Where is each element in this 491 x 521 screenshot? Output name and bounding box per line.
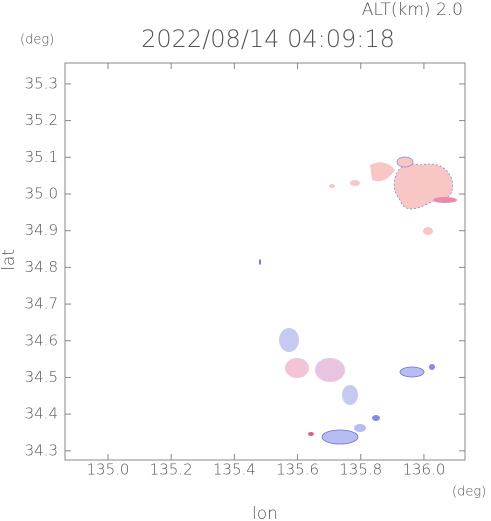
echo-region: [372, 415, 380, 421]
echo-region: [370, 162, 395, 182]
y-tick-label: 34.6: [25, 331, 58, 349]
echo-region: [396, 156, 414, 168]
x-axis-label: lon: [252, 504, 278, 521]
y-unit: (deg): [20, 33, 54, 48]
y-tick-label: 34.5: [25, 368, 58, 386]
altitude-annotation: ALT(km) 2.0: [362, 0, 463, 20]
y-tick-label: 35.1: [25, 148, 58, 166]
plot-frame: [64, 62, 466, 461]
y-tick-label: 34.3: [25, 441, 58, 459]
y-tick-label: 34.4: [25, 405, 58, 423]
x-tick-label: 135.8: [339, 461, 382, 479]
x-tick-label: 135.4: [213, 461, 256, 479]
chart-title: 2022/08/14 04:09:18: [141, 25, 395, 53]
echo-region: [429, 364, 435, 370]
echo-region: [315, 358, 345, 382]
y-tick-label: 34.8: [25, 258, 58, 276]
echo-region: [329, 184, 335, 188]
echo-region: [285, 358, 309, 378]
echo-region: [279, 328, 299, 352]
y-tick-label: 35.2: [25, 111, 58, 129]
echo-region: [259, 259, 261, 265]
y-tick-label: 35.3: [25, 74, 58, 92]
y-tick-label: 34.7: [25, 295, 58, 313]
echo-region: [423, 227, 433, 235]
echo-region: [354, 424, 366, 432]
echo-region: [399, 366, 425, 378]
echo-regions: [259, 156, 457, 445]
echo-region: [308, 432, 314, 436]
echo-region: [342, 385, 358, 405]
y-axis-label: lat: [0, 249, 19, 271]
y-tick-label: 34.9: [25, 221, 58, 239]
x-tick-label: 136.0: [402, 461, 445, 479]
echo-region: [350, 180, 360, 186]
echo-region: [321, 429, 359, 445]
x-tick-label: 135.0: [86, 461, 129, 479]
x-tick-label: 135.6: [276, 461, 319, 479]
y-tick-label: 35.0: [25, 184, 58, 202]
x-unit: (deg): [452, 485, 486, 500]
x-tick-label: 135.2: [150, 461, 193, 479]
echo-region: [433, 197, 457, 203]
